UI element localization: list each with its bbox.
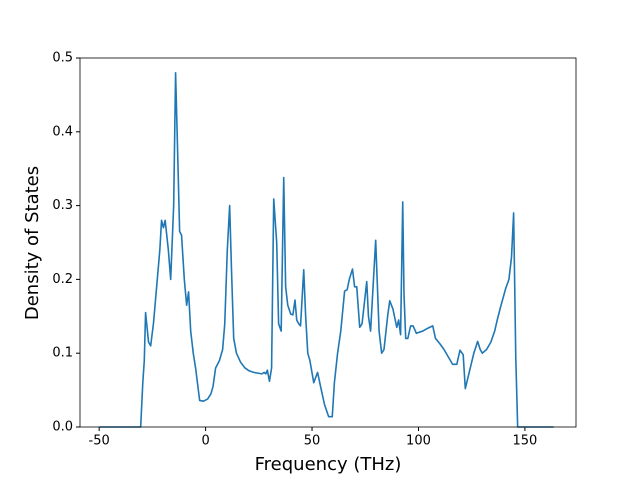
y-tick-label: 0.2 [52, 272, 73, 287]
x-axis-label: Frequency (THz) [255, 454, 402, 475]
line-series [99, 71, 554, 428]
y-tick-label: 0.4 [52, 124, 73, 139]
y-tick-label: 0.0 [52, 420, 73, 435]
x-tick-label: -50 [89, 434, 110, 449]
plot-frame [79, 57, 577, 428]
x-tick-label: 150 [512, 434, 537, 449]
x-tick-label: 50 [304, 434, 321, 449]
x-tick-label: 100 [406, 434, 431, 449]
y-tick-label: 0.3 [52, 198, 73, 213]
y-tick-label: 0.5 [52, 51, 73, 66]
y-axis-label: Density of States [22, 166, 43, 320]
y-tick-label: 0.1 [52, 346, 73, 361]
x-tick-label: 0 [201, 434, 209, 449]
